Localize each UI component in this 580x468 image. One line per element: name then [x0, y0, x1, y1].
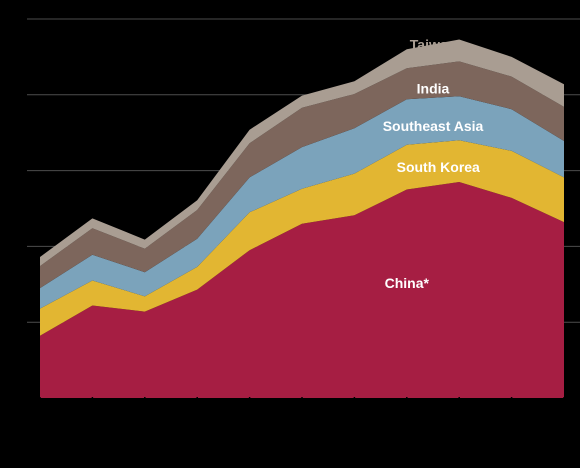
area-taiwan — [40, 39, 564, 267]
series-label-south-korea: South Korea — [397, 159, 480, 175]
area-series — [40, 39, 564, 398]
x-axis-ticks — [39, 397, 565, 403]
area-southeast-asia — [40, 96, 564, 309]
series-label-southeast-asia: Southeast Asia — [383, 118, 484, 134]
series-label-india: India — [417, 80, 450, 96]
series-label-china: China* — [385, 275, 430, 291]
series-labels: China* South Korea Southeast Asia India Taiw… — [383, 36, 484, 291]
series-label-taiwan: Taiwan — [410, 36, 456, 52]
area-china — [40, 182, 564, 398]
area-south-korea — [40, 140, 564, 336]
area-india — [40, 61, 564, 289]
